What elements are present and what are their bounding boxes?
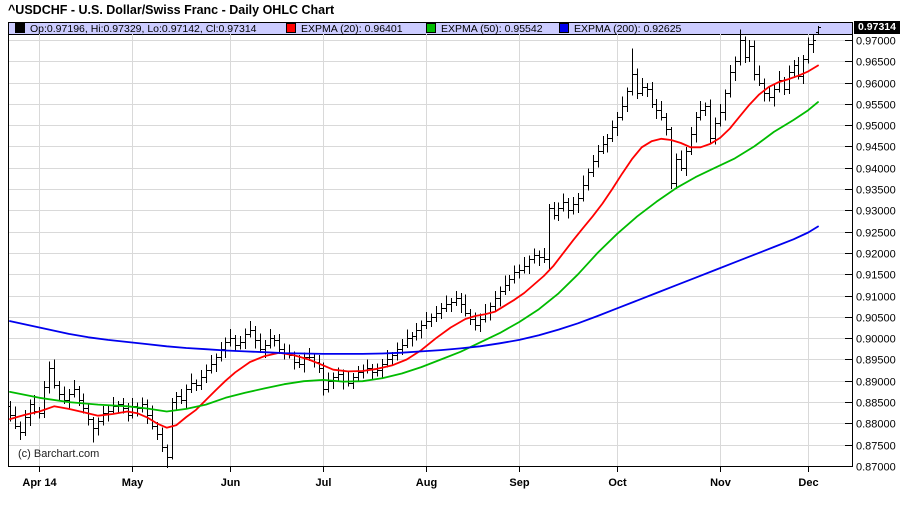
x-axis-label: Jul [316, 477, 332, 489]
y-axis-label: 0.94500 [856, 142, 896, 154]
y-axis-label: 0.95500 [856, 100, 896, 112]
y-axis-label: 0.87500 [856, 441, 896, 453]
legend-swatch-expma-200 [559, 23, 569, 33]
page-title: ^USDCHF - U.S. Dollar/Swiss Franc - Dail… [8, 3, 335, 17]
x-axis-label: Sep [509, 477, 529, 489]
y-axis-label: 0.95000 [856, 121, 896, 133]
y-axis-label: 0.87000 [856, 462, 896, 474]
y-axis-label: 0.91000 [856, 292, 896, 304]
legend-label-ohlc: Op:0.97196, Hi:0.97329, Lo:0.97142, Cl:0… [30, 23, 257, 35]
y-axis-label: 0.88000 [856, 419, 896, 431]
x-axis-label: Jun [221, 477, 241, 489]
x-axis-label: Nov [710, 477, 732, 489]
legend-item-expma-20: EXPMA (20): 0.96401 [286, 23, 403, 35]
last-price-tag: 0.97314 [854, 21, 900, 34]
legend-label-expma-20: EXPMA (20): 0.96401 [301, 23, 403, 35]
y-axis-label: 0.89500 [856, 355, 896, 367]
legend-item-expma-200: EXPMA (200): 0.92625 [559, 23, 682, 35]
x-axis-label: May [122, 477, 144, 489]
x-axis-label: Apr 14 [22, 477, 57, 489]
y-axis-label: 0.96000 [856, 79, 896, 91]
legend-item-expma-50: EXPMA (50): 0.95542 [426, 23, 543, 35]
y-axis-label: 0.90500 [856, 313, 896, 325]
y-axis-label: 0.90000 [856, 334, 896, 346]
watermark: (c) Barchart.com [18, 448, 100, 460]
x-axis-label: Aug [416, 477, 437, 489]
x-axis-label: Dec [798, 477, 818, 489]
y-axis-label: 0.92500 [856, 228, 896, 240]
ema-line-50 [9, 101, 819, 413]
legend-swatch-ohlc [15, 23, 25, 33]
y-axis-label: 0.94000 [856, 164, 896, 176]
x-axis-label: Oct [608, 477, 627, 489]
y-axis-label: 0.93500 [856, 185, 896, 197]
y-axis-label: 0.92000 [856, 249, 896, 261]
legend-label-expma-200: EXPMA (200): 0.92625 [574, 23, 682, 35]
y-axis-label: 0.93000 [856, 206, 896, 218]
y-axis-label: 0.96500 [856, 57, 896, 69]
y-axis-label: 0.97000 [856, 36, 896, 48]
y-axis-label: 0.89000 [856, 377, 896, 389]
plot-border [8, 22, 853, 467]
legend-item-ohlc: Op:0.97196, Hi:0.97329, Lo:0.97142, Cl:0… [15, 23, 257, 35]
ema-line-200 [9, 225, 819, 355]
ema-line-20 [9, 64, 819, 429]
legend-band: Op:0.97196, Hi:0.97329, Lo:0.97142, Cl:0… [8, 22, 853, 35]
y-axis-label: 0.88500 [856, 398, 896, 410]
legend-swatch-expma-20 [286, 23, 296, 33]
legend-label-expma-50: EXPMA (50): 0.95542 [441, 23, 543, 35]
legend-swatch-expma-50 [426, 23, 436, 33]
y-axis-label: 0.91500 [856, 270, 896, 282]
